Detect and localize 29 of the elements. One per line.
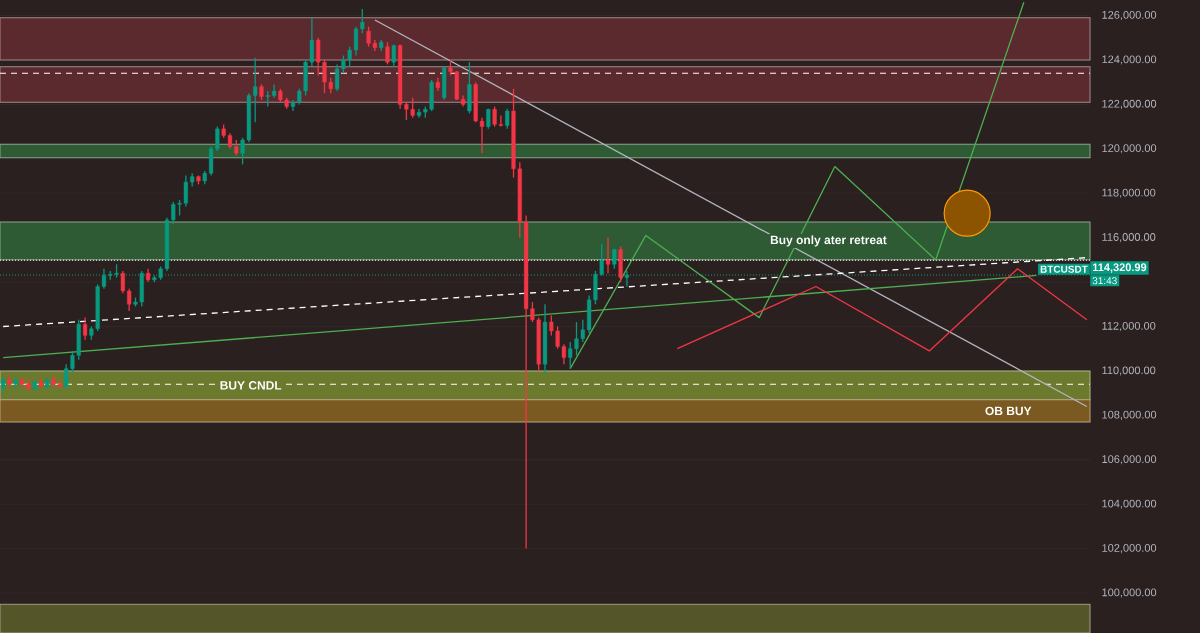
y-tick-label: 124,000.00 [1102, 55, 1157, 65]
candlestick [385, 41, 390, 66]
candlestick [82, 316, 88, 341]
candlestick [391, 43, 396, 68]
y-tick-label: 120,000.00 [1102, 144, 1157, 154]
y-tick-label: 118,000.00 [1102, 188, 1156, 198]
y-tick-label: 100,000.00 [1102, 588, 1157, 598]
ref-line-label: 114,320.99 [1092, 263, 1147, 273]
candlestick [605, 237, 611, 274]
candlestick [253, 57, 258, 123]
candlestick [505, 108, 510, 130]
y-tick-label: 106,000.00 [1102, 455, 1157, 465]
band-label: Buy only ater retreat [770, 235, 887, 247]
text: 31:43 [1092, 277, 1117, 285]
y-tick-label: 104,000.00 [1102, 499, 1157, 509]
y-tick-label: 110,000.00 [1102, 366, 1156, 376]
candlestick [127, 288, 132, 312]
y-tick-label: 108,000.00 [1102, 410, 1157, 420]
candlestick [120, 270, 125, 294]
y-tick-label: 126,000.00 [1102, 11, 1157, 21]
annotation: BTCUSDT [1040, 265, 1088, 273]
candlestick [624, 270, 630, 288]
y-tick-label: 112,000.00 [1102, 321, 1156, 332]
candlestick [271, 83, 277, 99]
band-label: BUY CNDL [220, 381, 282, 390]
y-tick-label: 116,000.00 [1102, 233, 1156, 243]
band-label: OB BUY [985, 406, 1032, 416]
y-tick-label: 102,000.00 [1102, 544, 1157, 554]
y-tick-label: 122,000.00 [1102, 99, 1157, 109]
